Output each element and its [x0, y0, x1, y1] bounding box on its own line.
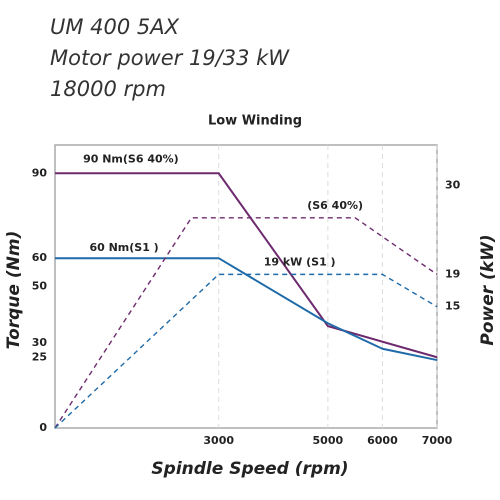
series-label: 90 Nm(S6 40%) [83, 152, 179, 165]
series-label: (S6 40%) [307, 199, 363, 212]
y2-tick-label: 15 [445, 300, 460, 313]
y-tick-label: 60 [32, 251, 48, 264]
y-tick-label: 50 [32, 280, 48, 293]
chart-title: Low Winding [208, 114, 302, 129]
y2-axis-label: Power (kW) [478, 234, 498, 345]
y-tick-label: 25 [32, 350, 47, 363]
y-tick-label: 30 [32, 336, 48, 349]
series-label: 19 kW (S1 ) [264, 255, 336, 268]
x-tick-label: 6000 [367, 434, 398, 447]
header-line: 18000 rpm [50, 77, 166, 101]
header-line: UM 400 5AX [50, 15, 180, 39]
plot-frame [54, 144, 438, 429]
y-tick-label: 0 [39, 421, 47, 434]
x-tick-label: 3000 [203, 434, 234, 447]
x-tick-label: 7000 [422, 434, 453, 447]
x-tick-label: 5000 [313, 434, 344, 447]
y-axis-label: Torque (Nm) [4, 231, 24, 350]
series-line [55, 257, 438, 362]
y-tick-label: 90 [32, 166, 48, 179]
series-label: 60 Nm(S1 ) [89, 241, 158, 254]
y2-tick-label: 30 [445, 178, 461, 191]
x-axis-label: Spindle Speed (rpm) [151, 459, 348, 479]
series-line [55, 172, 438, 359]
header-line: Motor power 19/33 kW [50, 46, 290, 70]
y2-tick-label: 19 [445, 267, 460, 280]
series-line [54, 273, 438, 429]
